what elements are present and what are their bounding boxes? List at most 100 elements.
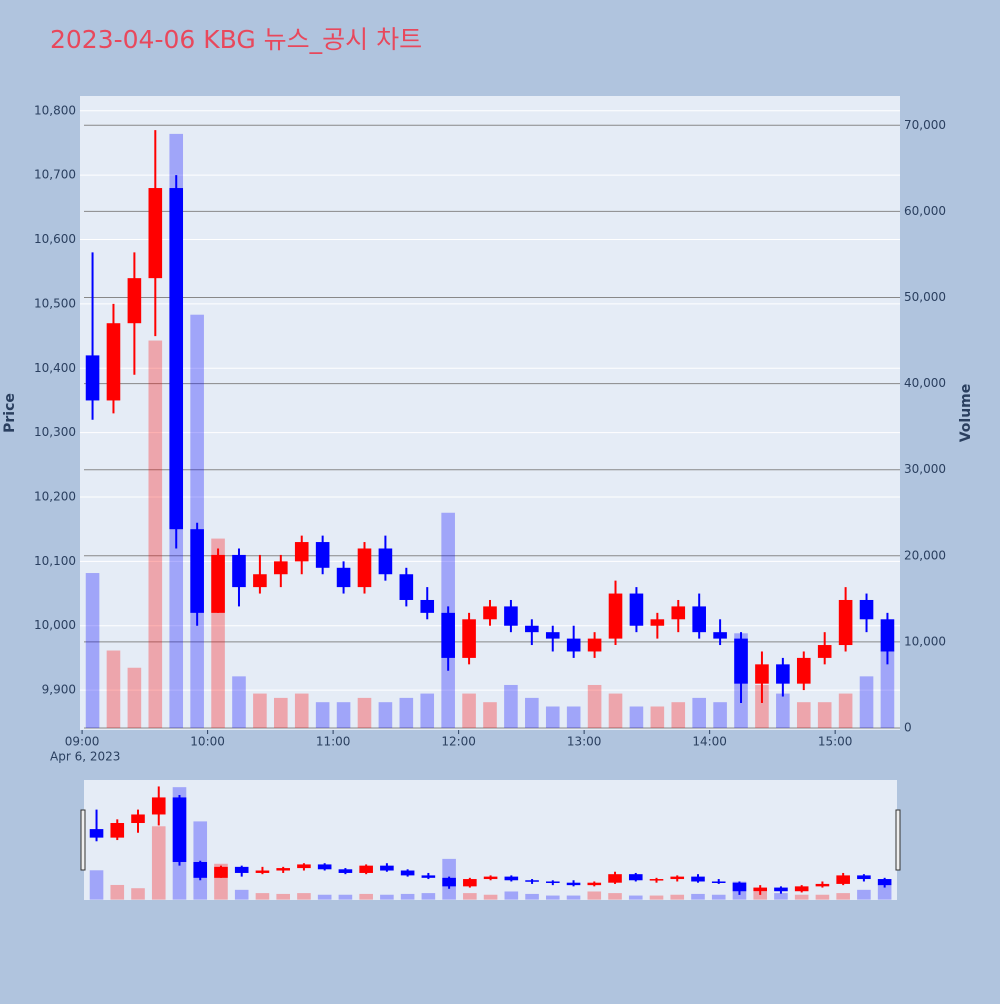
candle-body (859, 599, 874, 620)
volume-bar-mini (483, 894, 498, 900)
candle-body (127, 278, 142, 324)
candle-body-mini (214, 866, 228, 878)
candle-body-mini (546, 881, 560, 883)
volume-bar-mini (338, 894, 353, 900)
volume-bar (232, 676, 246, 729)
y2-tick-label: 30,000 (904, 462, 946, 476)
volume-bar-mini (276, 893, 290, 900)
volume-bar (190, 314, 204, 729)
candle-body-mini (794, 886, 809, 892)
candle-body (776, 664, 790, 684)
candle-body (545, 632, 560, 639)
candle-body (253, 574, 267, 588)
y2-tick-label: 50,000 (904, 290, 946, 304)
volume-bar-mini (711, 894, 726, 900)
candle-body-mini (421, 875, 436, 878)
range-handle[interactable] (895, 809, 901, 871)
volume-bar (420, 693, 435, 729)
candle-body-mini (380, 865, 394, 871)
volume-bar-mini (359, 893, 373, 900)
candle-body-mini (89, 829, 104, 838)
candle-body-mini (628, 874, 643, 881)
chart-title: 2023-04-06 KBG 뉴스_공시 차트 (50, 25, 422, 54)
volume-bar (566, 706, 581, 729)
volume-bar-mini (794, 894, 809, 900)
candle-body (483, 606, 497, 620)
candle-body (817, 645, 832, 658)
candle-body (357, 548, 372, 588)
volume-bar-mini (131, 888, 145, 900)
candle-body (315, 542, 330, 568)
candle-body-mini (836, 875, 850, 884)
volume-bar (880, 650, 895, 729)
candle-body-mini (463, 879, 477, 887)
volume-bar-mini (234, 889, 249, 900)
candle-body (566, 638, 581, 652)
volume-bar (796, 702, 811, 729)
x-tick-label: 15:00 (818, 735, 853, 749)
candle-body (232, 554, 246, 588)
y-tick-label: 10,000 (34, 618, 76, 632)
candle-body (399, 574, 414, 600)
candle-body (650, 619, 665, 626)
volume-bar-mini (815, 894, 830, 900)
volume-bar (336, 702, 351, 729)
candle-body-mini (649, 879, 664, 881)
candle-body (608, 593, 623, 639)
candle-body-mini (400, 870, 415, 876)
volume-bar-mini (421, 893, 436, 900)
candle-body-mini (566, 882, 581, 886)
volume-bar-mini (857, 889, 871, 900)
x-tick-label: 10:00 (190, 735, 225, 749)
y-tick-label: 9,900 (42, 683, 76, 697)
candle-body-mini (670, 876, 685, 880)
x-tick-label: 11:00 (316, 735, 351, 749)
candle-body-mini (151, 797, 166, 815)
volume-bar (127, 667, 142, 729)
candle-body-mini (193, 861, 208, 878)
candle-body-mini (297, 864, 311, 869)
candle-body (504, 606, 518, 626)
candle-body-mini (711, 881, 726, 883)
volume-bar (378, 702, 393, 729)
x-tick-label: 14:00 (692, 735, 727, 749)
volume-bar-mini (89, 870, 104, 900)
y-tick-label: 10,200 (34, 489, 76, 503)
volume-bar-mini (193, 821, 208, 900)
candle-body (274, 561, 288, 575)
volume-bar (776, 693, 790, 729)
volume-bar-mini (546, 895, 560, 900)
volume-bar (629, 706, 644, 729)
candle-body-mini (359, 865, 373, 873)
y2-tick-label: 10,000 (904, 634, 946, 648)
x-tick-label: 12:00 (441, 735, 476, 749)
candle-body (169, 188, 184, 530)
candle-body (692, 606, 706, 633)
volume-bar (525, 697, 539, 729)
candle-body (378, 548, 393, 575)
candle-body (838, 599, 853, 646)
volume-bar-mini (670, 894, 685, 900)
volume-bar (315, 702, 330, 729)
volume-bar-mini (380, 894, 394, 900)
volume-bar-mini (317, 894, 332, 900)
candle-body (629, 593, 644, 626)
range-handle[interactable] (80, 809, 86, 871)
volume-bar-mini (255, 893, 270, 900)
candle-body-mini (317, 864, 332, 870)
volume-bar (671, 702, 686, 729)
volume-bar (859, 676, 874, 729)
y2-tick-label: 60,000 (904, 204, 946, 218)
candle-body-mini (732, 882, 747, 892)
candle-body (294, 542, 309, 562)
candle-body (587, 638, 602, 652)
volume-bar (692, 697, 706, 729)
y2-tick-label: 40,000 (904, 376, 946, 390)
y2-tick-label: 20,000 (904, 548, 946, 562)
volume-bar (504, 684, 518, 729)
volume-bar (294, 693, 309, 729)
candle-body-mini (338, 869, 353, 873)
volume-bar (399, 697, 414, 729)
volume-bar-mini (691, 893, 705, 900)
candle-body (211, 554, 225, 613)
